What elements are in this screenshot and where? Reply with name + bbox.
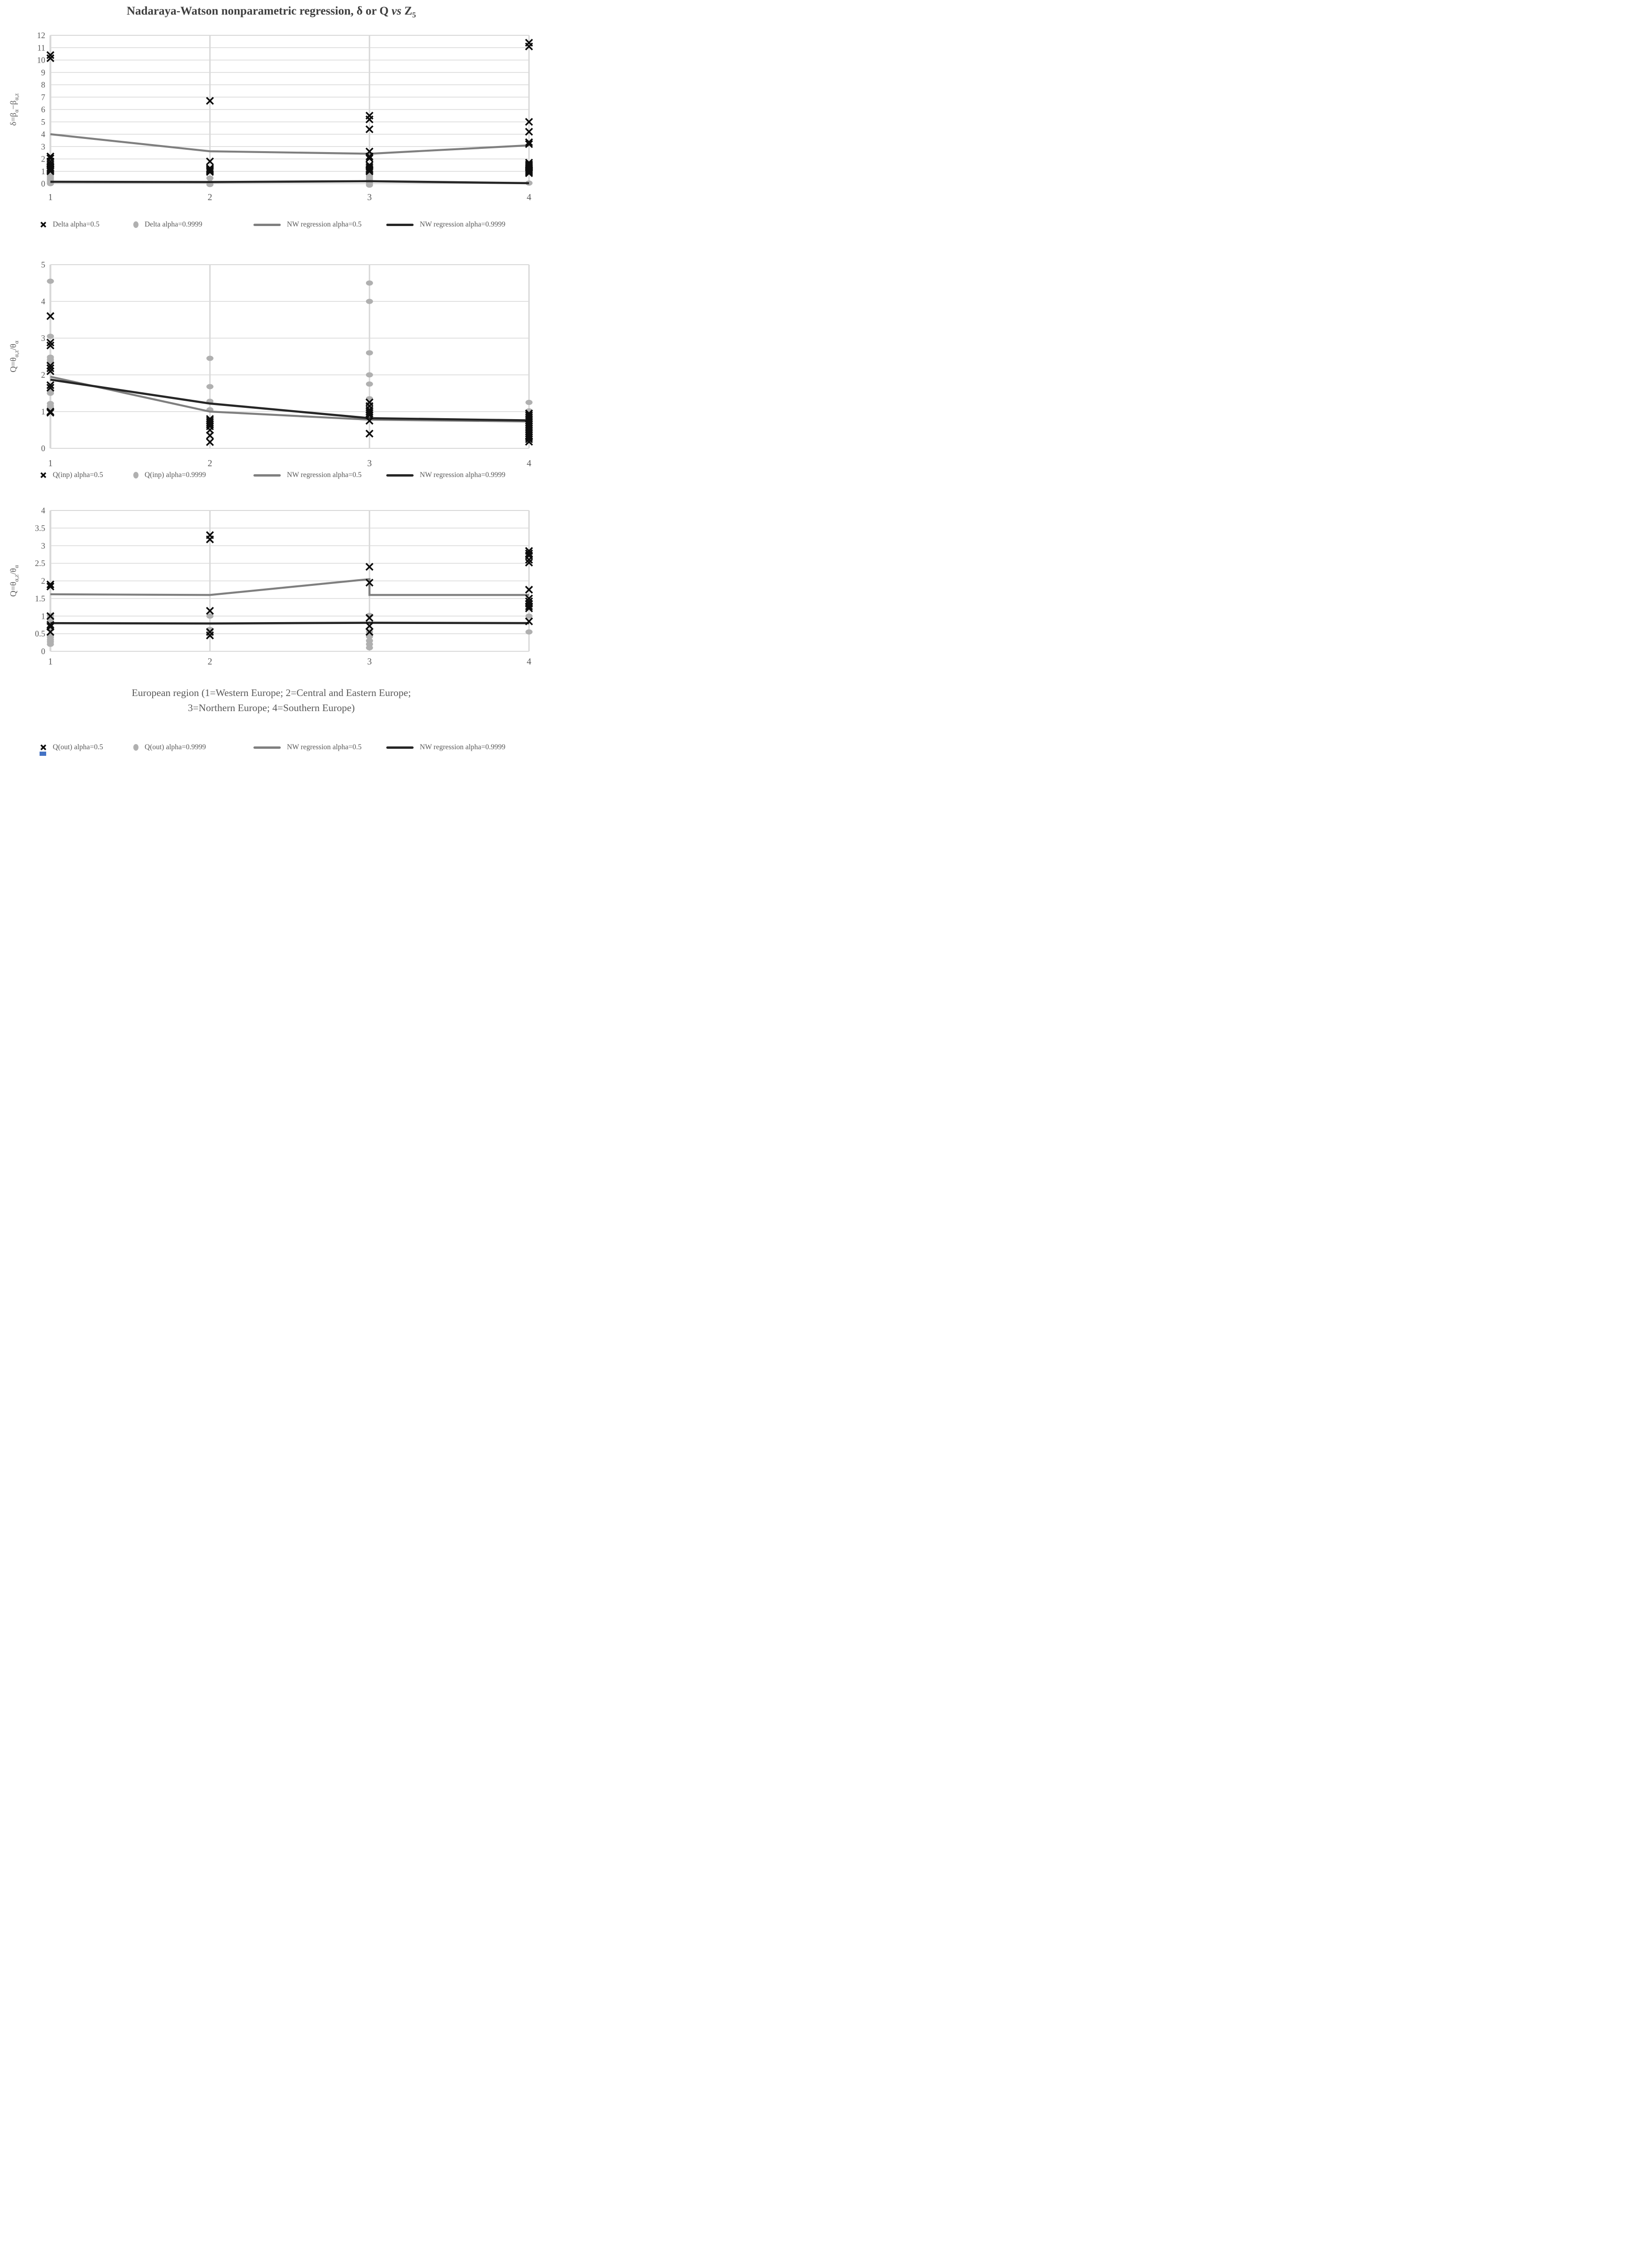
svg-text:3: 3	[41, 142, 45, 151]
legend-q-out: Q(out) alpha=0.5 Q(out) alpha=0.9999 NW …	[0, 743, 543, 753]
x-marker-icon	[40, 744, 47, 751]
svg-text:3: 3	[367, 193, 372, 202]
svg-text:9: 9	[41, 68, 45, 77]
svg-text:2.5: 2.5	[35, 559, 45, 568]
legend-label: NW regression alpha=0.9999	[420, 743, 505, 751]
svg-text:4: 4	[527, 657, 531, 667]
legend-item-nw-05: NW regression alpha=0.5	[253, 471, 362, 479]
svg-text:3: 3	[41, 541, 45, 551]
svg-text:Q=θα,z/θα: Q=θα,z/θα	[8, 340, 20, 373]
svg-text:7: 7	[41, 92, 45, 102]
svg-text:4: 4	[527, 459, 531, 469]
x-marker-icon	[40, 472, 47, 478]
legend-item-nw-9999: NW regression alpha=0.9999	[386, 220, 505, 229]
black-line-icon	[386, 223, 414, 226]
figure-title: Nadaraya-Watson nonparametric regression…	[126, 5, 416, 19]
legend-item-nw-05: NW regression alpha=0.5	[253, 743, 362, 752]
svg-text:3: 3	[367, 657, 372, 667]
black-line-icon	[386, 474, 414, 477]
x-axis-title-line1: European region (1=Western Europe; 2=Cen…	[131, 687, 411, 698]
legend-item-delta-9999: Delta alpha=0.9999	[133, 220, 202, 229]
legend-delta: Delta alpha=0.5 Delta alpha=0.9999 NW re…	[0, 220, 543, 231]
legend-item-qinp-05: Q(inp) alpha=0.5	[40, 471, 103, 479]
svg-text:10: 10	[37, 56, 46, 65]
svg-text:2: 2	[41, 370, 45, 380]
svg-text:0: 0	[41, 647, 45, 656]
svg-text:4: 4	[41, 506, 45, 515]
gray-line-icon	[253, 474, 281, 477]
svg-text:0: 0	[41, 179, 45, 188]
svg-text:12: 12	[37, 31, 46, 40]
svg-text:2: 2	[208, 193, 212, 202]
svg-text:0.5: 0.5	[35, 629, 45, 639]
svg-text:8: 8	[41, 80, 45, 89]
black-line-icon	[386, 746, 414, 749]
svg-text:2: 2	[41, 576, 45, 586]
svg-text:3: 3	[41, 333, 45, 343]
svg-text:5: 5	[41, 260, 45, 269]
legend-label: Q(out) alpha=0.9999	[145, 743, 206, 751]
svg-text:1: 1	[41, 407, 45, 416]
legend-label: NW regression alpha=0.9999	[420, 220, 505, 228]
x-axis-title-line2: 3=Northern Europe; 4=Southern Europe)	[187, 702, 355, 714]
legend-item-delta-05: Delta alpha=0.5	[40, 220, 99, 229]
svg-text:δ=βα−βα,z: δ=βα−βα,z	[8, 93, 20, 126]
svg-text:1: 1	[41, 611, 45, 621]
svg-text:4: 4	[41, 297, 45, 306]
figure-page: Nadaraya-Watson nonparametric regression…	[0, 0, 543, 756]
gray-line-icon	[253, 223, 281, 226]
svg-text:3.5: 3.5	[35, 523, 45, 533]
x-axis-title: European region (1=Western Europe; 2=Cen…	[0, 685, 543, 716]
legend-label: NW regression alpha=0.5	[287, 743, 362, 751]
svg-text:2: 2	[41, 154, 45, 164]
svg-text:1.5: 1.5	[35, 594, 45, 603]
legend-label: Delta alpha=0.9999	[145, 220, 203, 228]
svg-text:3: 3	[367, 459, 372, 469]
svg-text:2: 2	[208, 459, 212, 469]
legend-item-nw-9999: NW regression alpha=0.9999	[386, 471, 505, 479]
svg-text:1: 1	[41, 167, 45, 176]
svg-text:4: 4	[527, 193, 531, 202]
svg-text:1: 1	[48, 459, 53, 469]
legend-item-qout-9999: Q(out) alpha=0.9999	[133, 743, 206, 752]
svg-text:0: 0	[41, 444, 45, 453]
legend-label: NW regression alpha=0.5	[287, 220, 362, 228]
svg-text:1: 1	[48, 657, 53, 667]
legend-item-qinp-9999: Q(inp) alpha=0.9999	[133, 471, 206, 479]
svg-text:1: 1	[48, 193, 53, 202]
legend-item-qout-05: Q(out) alpha=0.5	[40, 743, 103, 752]
svg-text:5: 5	[41, 117, 45, 127]
legend-label: NW regression alpha=0.5	[287, 471, 362, 479]
svg-text:2: 2	[208, 657, 212, 667]
svg-text:4: 4	[41, 130, 45, 139]
legend-item-nw-05: NW regression alpha=0.5	[253, 220, 362, 229]
svg-text:Q=θα,z/θα: Q=θα,z/θα	[8, 565, 20, 597]
legend-label: Q(inp) alpha=0.5	[53, 471, 103, 479]
x-marker-icon	[40, 221, 47, 228]
legend-label: Q(out) alpha=0.5	[53, 743, 103, 751]
legend-label: NW regression alpha=0.9999	[420, 471, 505, 479]
svg-text:6: 6	[41, 105, 45, 114]
circle-marker-icon	[133, 221, 138, 228]
blue-artifact-box	[40, 752, 46, 756]
legend-q-inp: Q(inp) alpha=0.5 Q(inp) alpha=0.9999 NW …	[0, 471, 543, 481]
gray-line-icon	[253, 746, 281, 749]
legend-label: Delta alpha=0.5	[53, 220, 100, 228]
circle-marker-icon	[133, 744, 138, 751]
legend-item-nw-9999: NW regression alpha=0.9999	[386, 743, 505, 752]
circle-marker-icon	[133, 472, 138, 478]
legend-label: Q(inp) alpha=0.9999	[145, 471, 206, 479]
svg-text:11: 11	[37, 43, 45, 52]
